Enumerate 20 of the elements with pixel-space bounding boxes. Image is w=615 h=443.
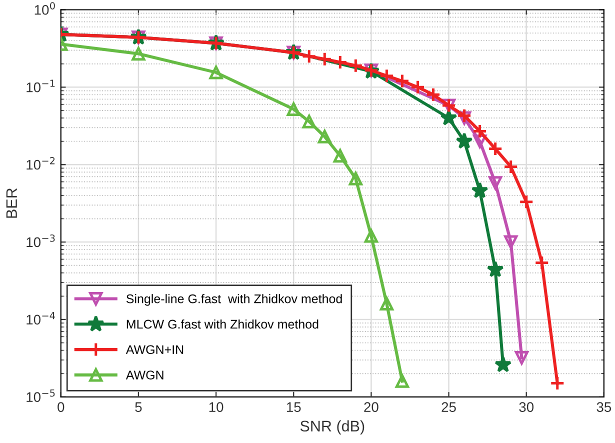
legend-label: Single-line G.fast with Zhidkov method — [126, 294, 342, 306]
y-tick-label: 10$^{−2}$ — [26, 157, 55, 170]
x-tick-label: 30 — [519, 402, 534, 412]
x-tick-label: 15 — [286, 402, 301, 412]
y-tick-label: 10$^{−5}$ — [26, 389, 55, 402]
y-axis-title: BER — [6, 188, 17, 218]
y-tick-label: 10$^{−4}$ — [26, 312, 55, 325]
x-tick-label: 20 — [364, 402, 378, 412]
x-tick-label: 0 — [58, 402, 64, 412]
y-tick-label: 10$^{−1}$ — [26, 80, 55, 92]
legend-label: MLCW G.fast with Zhidkov method — [126, 319, 318, 329]
legend-label: AWGN — [126, 370, 164, 380]
y-tick-label: 10$^{−3}$ — [26, 234, 55, 248]
x-axis-title: SNR (dB) — [300, 420, 364, 435]
x-tick-label: 5 — [135, 402, 142, 412]
x-tick-label: 25 — [442, 402, 456, 412]
legend-label: AWGN+IN — [126, 345, 184, 354]
x-tick-label: 35 — [596, 402, 612, 412]
x-tick-label: 10 — [209, 402, 224, 412]
y-tick-label: 10$^{0}$ — [34, 2, 55, 15]
